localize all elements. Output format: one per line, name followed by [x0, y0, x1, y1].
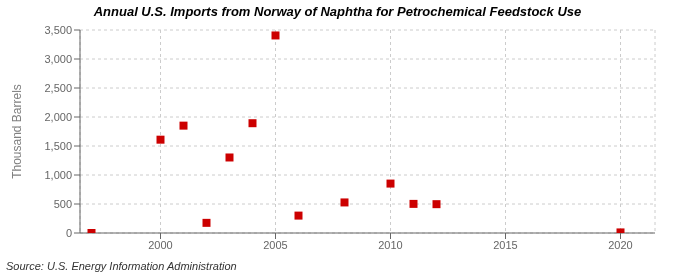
svg-text:2010: 2010: [378, 239, 402, 251]
svg-text:2,000: 2,000: [44, 111, 72, 123]
svg-text:1,500: 1,500: [44, 140, 72, 152]
svg-text:2000: 2000: [148, 239, 172, 251]
svg-text:1,000: 1,000: [44, 169, 72, 181]
svg-text:0: 0: [66, 227, 72, 239]
svg-text:500: 500: [54, 198, 72, 210]
svg-text:3,000: 3,000: [44, 53, 72, 65]
html-text:Source: U.S. Energy Informatio: Source: U.S. Energy Information Administ…: [6, 260, 237, 272]
svg-text:2020: 2020: [608, 239, 632, 251]
svg-text:2,500: 2,500: [44, 82, 72, 94]
svg-text:2015: 2015: [493, 239, 517, 251]
svg-text:3,500: 3,500: [44, 24, 72, 36]
html-text:Annual U.S. Imports from Norwa: Annual U.S. Imports from Norway of Napht…: [93, 4, 582, 19]
svg-text:Thousand Barrels: Thousand Barrels: [10, 84, 24, 179]
svg-text:2005: 2005: [263, 239, 287, 251]
